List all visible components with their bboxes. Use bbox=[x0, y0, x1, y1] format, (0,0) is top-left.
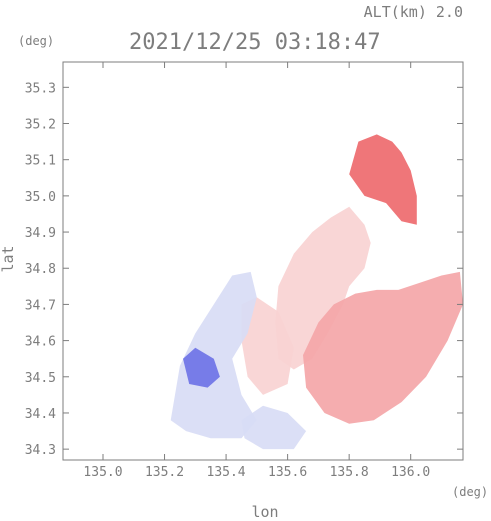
y-tick-label: 34.8 bbox=[25, 262, 56, 277]
y-tick-label: 35.0 bbox=[25, 190, 56, 205]
y-tick-label: 34.6 bbox=[25, 335, 56, 350]
y-tick-label: 34.9 bbox=[25, 226, 56, 241]
x-tick-label: 135.2 bbox=[145, 465, 184, 480]
y-tick-label: 34.3 bbox=[25, 443, 56, 458]
y-tick-label: 34.5 bbox=[25, 371, 56, 386]
y-tick-label: 35.3 bbox=[25, 81, 56, 96]
x-tick-label: 135.0 bbox=[83, 465, 122, 480]
y-tick-label: 34.4 bbox=[25, 407, 56, 422]
x-tick-label: 136.0 bbox=[391, 465, 430, 480]
y-unit-label: (deg) bbox=[18, 34, 54, 48]
region-west-negative bbox=[171, 272, 257, 438]
plot-area bbox=[171, 134, 463, 449]
y-axis-label: lat bbox=[0, 245, 17, 272]
y-tick-label: 35.2 bbox=[25, 118, 56, 133]
altitude-label: ALT(km) 2.0 bbox=[364, 3, 463, 21]
x-tick-label: 135.6 bbox=[268, 465, 307, 480]
chart-title: 2021/12/25 03:18:47 bbox=[129, 30, 381, 55]
x-axis-label: lon bbox=[251, 503, 278, 521]
region-northeast-strong-positive bbox=[349, 134, 417, 224]
y-tick-label: 35.1 bbox=[25, 154, 56, 169]
x-tick-label: 135.4 bbox=[207, 465, 246, 480]
x-tick-label: 135.8 bbox=[330, 465, 369, 480]
y-tick-label: 34.7 bbox=[25, 298, 56, 313]
x-unit-label: (deg) bbox=[452, 485, 488, 499]
